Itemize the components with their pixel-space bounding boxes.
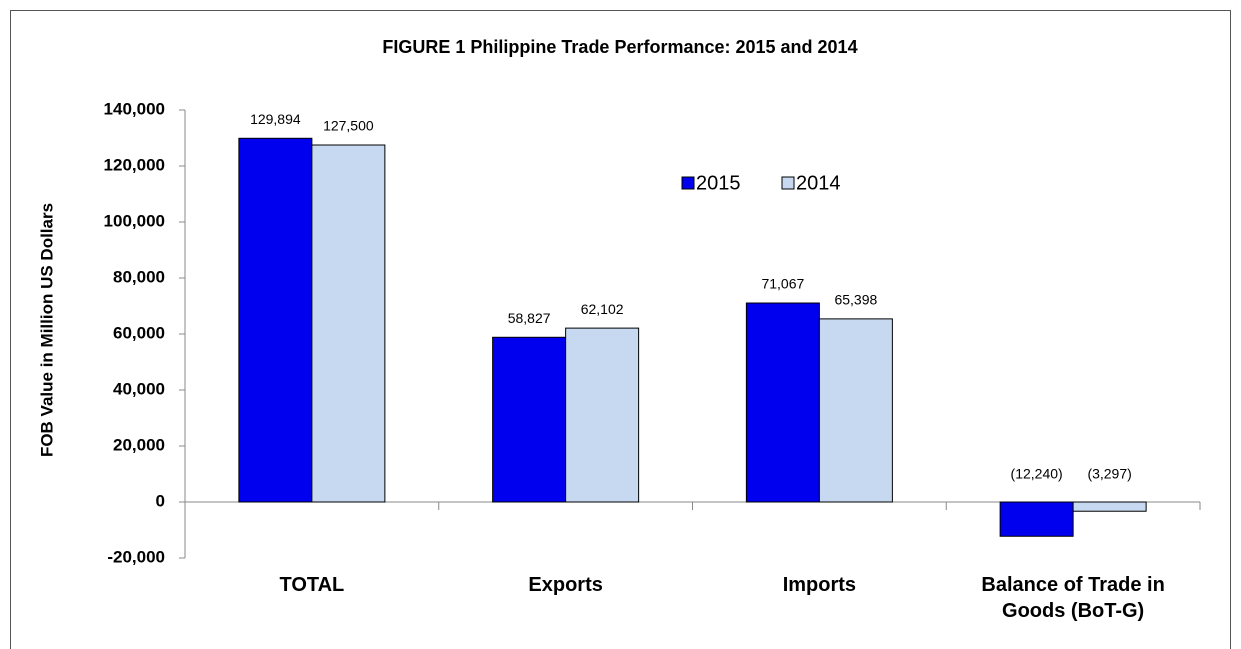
x-tick-label: Exports: [528, 574, 603, 596]
bar: [238, 137, 313, 503]
x-tick-label-box: Exports: [528, 574, 603, 596]
legend-swatch: [681, 176, 695, 190]
data-label: 127,500: [323, 118, 374, 134]
x-tick-label: Balance of Trade in Goods (BoT-G): [981, 574, 1165, 622]
x-tick-label: Imports: [782, 574, 857, 596]
chart-title: FIGURE 1 Philippine Trade Performance: 2…: [382, 37, 857, 57]
y-tick-label: 140,000: [104, 99, 165, 118]
y-tick-label: 20,000: [113, 435, 165, 454]
y-tick-label: -20,000: [107, 547, 165, 566]
x-tick-label-box: Balance of Trade in Goods (BoT-G): [981, 574, 1165, 622]
data-label: 129,894: [250, 111, 301, 127]
y-tick-label: 60,000: [113, 323, 165, 342]
y-tick-label: 80,000: [113, 267, 165, 286]
data-label: 62,102: [581, 301, 624, 317]
bar: [311, 144, 386, 503]
data-label: (12,240): [1011, 466, 1063, 482]
data-label: 58,827: [508, 310, 551, 326]
legend-label: 2015: [696, 172, 741, 194]
bar: [745, 302, 820, 503]
bar: [565, 327, 640, 503]
x-tick-label-box: TOTAL: [279, 574, 345, 596]
data-label: 71,067: [761, 276, 804, 292]
y-tick-label: 0: [156, 491, 165, 510]
frame: [10, 10, 1231, 649]
x-tick-label: TOTAL: [279, 574, 345, 596]
y-tick-label: 40,000: [113, 379, 165, 398]
y-tick-label: 100,000: [104, 211, 165, 230]
y-axis-label: FOB Value in Million US Dollars: [37, 203, 56, 457]
data-label: (3,297): [1087, 466, 1131, 482]
y-tick-label: 120,000: [104, 155, 165, 174]
bar: [818, 318, 893, 503]
data-label: 65,398: [834, 292, 877, 308]
bar: [492, 336, 567, 503]
legend-swatch: [781, 176, 795, 190]
legend-label: 2014: [796, 172, 841, 194]
x-tick-label-box: Imports: [782, 574, 857, 596]
bar: [999, 501, 1074, 537]
bar: [1072, 501, 1147, 512]
